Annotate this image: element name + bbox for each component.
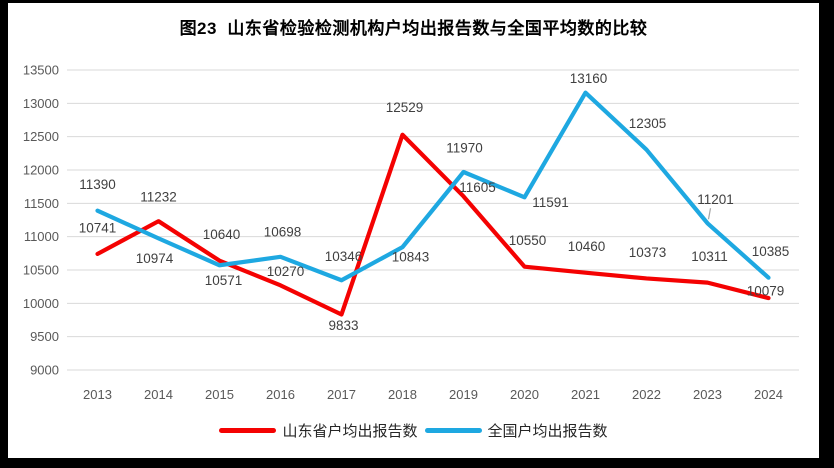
x-axis-tick-label: 2016 [266, 387, 295, 402]
x-axis-tick-label: 2019 [449, 387, 478, 402]
data-label-0-2019: 11605 [459, 180, 496, 195]
data-label-1-2016: 10698 [264, 224, 302, 239]
x-axis-tick-label: 2013 [83, 387, 112, 402]
data-label-0-2024: 10079 [747, 284, 785, 299]
data-label-1-2019: 11970 [446, 141, 483, 156]
series-line-0 [95, 132, 771, 317]
x-axis-tick-label: 2020 [510, 387, 539, 402]
data-label-0-2021: 10460 [568, 239, 606, 254]
data-label-0-2014: 11232 [140, 190, 177, 205]
y-axis-tick-label: 13000 [23, 96, 59, 111]
data-label-1-2018: 10843 [392, 250, 430, 265]
legend-item-national: 全国户均出报告数 [424, 420, 608, 441]
x-axis-tick-label: 2014 [144, 387, 173, 402]
y-axis-tick-label: 9000 [30, 363, 59, 378]
data-label-0-2013: 10741 [79, 220, 117, 235]
data-label-1-2017: 10346 [325, 249, 363, 264]
chart-canvas: 图23 山东省检验检测机构户均出报告数与全国平均数的比较 9000 9500 100… [8, 3, 819, 458]
x-axis-tick-label: 2024 [754, 387, 783, 402]
data-label-1-2022: 12305 [629, 116, 667, 131]
y-axis-tick-label: 11000 [24, 229, 59, 244]
data-label-0-2018: 12529 [386, 100, 424, 115]
x-axis-tick-label: 2015 [205, 387, 234, 402]
series-line-1 [95, 90, 771, 283]
x-axis-tick-label: 2017 [327, 387, 356, 402]
data-label-0-2022: 10373 [629, 245, 667, 260]
data-label-1-2023: 11201 [697, 192, 734, 207]
legend-label-national: 全国户均出报告数 [487, 422, 608, 440]
data-label-0-2016: 10270 [267, 264, 305, 279]
legend-label-shandong: 山东省户均出报告数 [282, 422, 418, 440]
label-leader-line [707, 208, 712, 220]
x-axis-tick-label: 2018 [388, 387, 417, 402]
data-label-1-2014: 10974 [136, 251, 174, 266]
y-axis-tick-label: 12000 [23, 163, 59, 178]
data-label-1-2021: 13160 [570, 71, 608, 86]
x-axis-tick-label: 2022 [632, 387, 661, 402]
y-axis-tick-label: 10000 [23, 296, 59, 311]
legend-swatch-red-line [219, 427, 277, 433]
data-label-1-2020: 11591 [532, 195, 569, 210]
data-label-0-2015: 10640 [203, 227, 241, 242]
data-label-1-2013: 11390 [79, 177, 116, 192]
y-axis-tick-label: 12500 [23, 129, 59, 144]
data-label-0-2023: 10311 [691, 249, 728, 264]
y-axis-tick-label: 9500 [30, 329, 59, 344]
legend-item-shandong: 山东省户均出报告数 [219, 420, 418, 441]
data-label-1-2024: 10385 [752, 244, 790, 259]
chart-legend: 山东省户均出报告数 全国户均出报告数 [8, 419, 819, 441]
chart-title: 图23 山东省检验检测机构户均出报告数与全国平均数的比较 [179, 19, 648, 38]
y-axis-tick-label: 10500 [23, 263, 59, 278]
line-chart: 9000 9500 10000 10500 11000 11500 12000 12500 13… [23, 63, 799, 402]
x-axis-tick-label: 2021 [571, 387, 600, 402]
data-label-0-2020: 10550 [509, 233, 547, 248]
legend-swatch-blue-line [424, 427, 482, 433]
data-label-1-2015: 10571 [205, 273, 243, 288]
y-axis-tick-label: 13500 [23, 63, 59, 78]
data-label-0-2017: 9833 [328, 318, 358, 333]
y-axis-tick-label: 11500 [24, 196, 59, 211]
x-axis-tick-label: 2023 [693, 387, 722, 402]
